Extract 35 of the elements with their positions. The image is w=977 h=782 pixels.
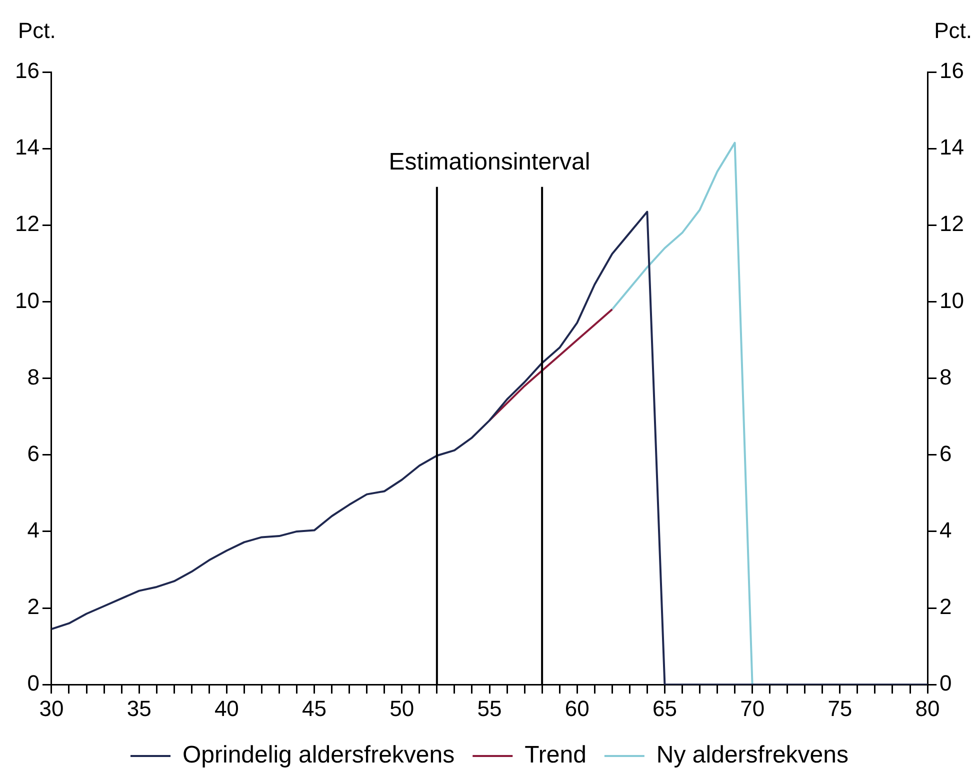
y-tick-label: 4 bbox=[27, 518, 40, 543]
y-tick-label: 14 bbox=[14, 134, 40, 160]
annotation: Estimationsinterval bbox=[388, 148, 590, 176]
y-tick-label: 2 bbox=[27, 594, 40, 620]
x-tick-label: 35 bbox=[126, 696, 152, 721]
legend-label: Oprindelig aldersfrekvens bbox=[182, 742, 455, 769]
y-tick-label: 16 bbox=[14, 58, 40, 84]
y-axis-title: Pct. bbox=[18, 18, 56, 43]
y2-tick-label: 0 bbox=[940, 670, 952, 696]
x-tick-label: 55 bbox=[477, 696, 502, 721]
y-tick-label: 10 bbox=[14, 288, 40, 313]
legend-label: Ny aldersfrekvens bbox=[656, 742, 849, 769]
y-tick-label: 8 bbox=[27, 364, 40, 390]
y2-tick-label: 8 bbox=[940, 364, 952, 390]
y2-tick-label: 6 bbox=[940, 440, 952, 466]
x-tick-label: 80 bbox=[915, 696, 940, 721]
y-tick-label: 0 bbox=[27, 670, 40, 696]
y-tick-label: 6 bbox=[27, 440, 40, 466]
x-tick-label: 70 bbox=[740, 696, 765, 721]
y2-tick-label: 14 bbox=[940, 134, 964, 160]
y2-tick-label: 4 bbox=[940, 518, 952, 543]
legend-label: Trend bbox=[524, 742, 586, 769]
x-tick-label: 30 bbox=[39, 696, 64, 721]
y2-tick-label: 16 bbox=[940, 58, 964, 84]
x-tick-label: 65 bbox=[652, 696, 677, 721]
x-tick-label: 40 bbox=[214, 696, 239, 721]
x-tick-label: 60 bbox=[564, 696, 590, 721]
x-tick-label: 50 bbox=[390, 696, 414, 721]
y2-axis-title: Pct. bbox=[934, 18, 972, 43]
y2-tick-label: 10 bbox=[940, 288, 964, 313]
x-tick-label: 75 bbox=[828, 696, 852, 721]
x-tick-label: 45 bbox=[302, 696, 327, 721]
y-tick-label: 12 bbox=[14, 211, 40, 236]
y2-tick-label: 12 bbox=[940, 211, 964, 236]
y2-tick-label: 2 bbox=[940, 594, 952, 620]
